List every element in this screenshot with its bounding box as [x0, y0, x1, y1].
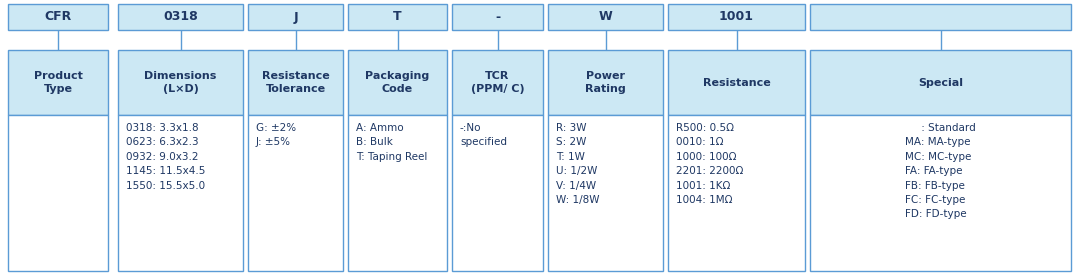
- Text: T: T: [393, 10, 401, 23]
- FancyBboxPatch shape: [452, 4, 543, 30]
- FancyBboxPatch shape: [452, 50, 543, 115]
- Text: 1001: 1001: [719, 10, 754, 23]
- Text: Product
Type: Product Type: [33, 71, 82, 94]
- Text: Power
Rating: Power Rating: [585, 71, 626, 94]
- Text: Resistance: Resistance: [702, 78, 770, 87]
- Text: J: J: [293, 10, 298, 23]
- Text: -:No
specified: -:No specified: [460, 123, 507, 147]
- FancyBboxPatch shape: [548, 115, 663, 271]
- FancyBboxPatch shape: [349, 50, 447, 115]
- Text: R: 3W
S: 2W
T: 1W
U: 1/2W
V: 1/4W
W: 1/8W: R: 3W S: 2W T: 1W U: 1/2W V: 1/4W W: 1/8…: [556, 123, 600, 205]
- Text: : Standard
MA: MA-type
MC: MC-type
FA: FA-type
FB: FB-type
FC: FC-type
FD: FD-ty: : Standard MA: MA-type MC: MC-type FA: F…: [905, 123, 975, 219]
- Text: Resistance
Tolerance: Resistance Tolerance: [261, 71, 329, 94]
- Text: -: -: [495, 10, 500, 23]
- FancyBboxPatch shape: [349, 115, 447, 271]
- Text: TCR
(PPM/ C): TCR (PPM/ C): [470, 71, 524, 94]
- FancyBboxPatch shape: [349, 4, 447, 30]
- FancyBboxPatch shape: [548, 4, 663, 30]
- FancyBboxPatch shape: [8, 50, 108, 115]
- Text: G: ±2%
J: ±5%: G: ±2% J: ±5%: [256, 123, 296, 147]
- FancyBboxPatch shape: [668, 50, 805, 115]
- FancyBboxPatch shape: [118, 50, 243, 115]
- FancyBboxPatch shape: [452, 115, 543, 271]
- Text: W: W: [599, 10, 613, 23]
- FancyBboxPatch shape: [248, 4, 343, 30]
- FancyBboxPatch shape: [668, 115, 805, 271]
- FancyBboxPatch shape: [118, 115, 243, 271]
- FancyBboxPatch shape: [548, 50, 663, 115]
- Text: Packaging
Code: Packaging Code: [366, 71, 429, 94]
- Text: A: Ammo
B: Bulk
T: Taping Reel: A: Ammo B: Bulk T: Taping Reel: [356, 123, 427, 162]
- Text: Special: Special: [918, 78, 962, 87]
- FancyBboxPatch shape: [248, 50, 343, 115]
- FancyBboxPatch shape: [668, 4, 805, 30]
- Text: R500: 0.5Ω
0010: 1Ω
1000: 100Ω
2201: 2200Ω
1001: 1KΩ
1004: 1MΩ: R500: 0.5Ω 0010: 1Ω 1000: 100Ω 2201: 220…: [677, 123, 743, 205]
- FancyBboxPatch shape: [248, 115, 343, 271]
- FancyBboxPatch shape: [8, 115, 108, 271]
- FancyBboxPatch shape: [810, 50, 1071, 115]
- Text: Dimensions
(L×D): Dimensions (L×D): [145, 71, 217, 94]
- Text: CFR: CFR: [44, 10, 71, 23]
- FancyBboxPatch shape: [810, 115, 1071, 271]
- FancyBboxPatch shape: [8, 4, 108, 30]
- Text: 0318: 3.3x1.8
0623: 6.3x2.3
0932: 9.0x3.2
1145: 11.5x4.5
1550: 15.5x5.0: 0318: 3.3x1.8 0623: 6.3x2.3 0932: 9.0x3.…: [126, 123, 205, 191]
- Text: 0318: 0318: [163, 10, 197, 23]
- FancyBboxPatch shape: [810, 4, 1071, 30]
- FancyBboxPatch shape: [118, 4, 243, 30]
